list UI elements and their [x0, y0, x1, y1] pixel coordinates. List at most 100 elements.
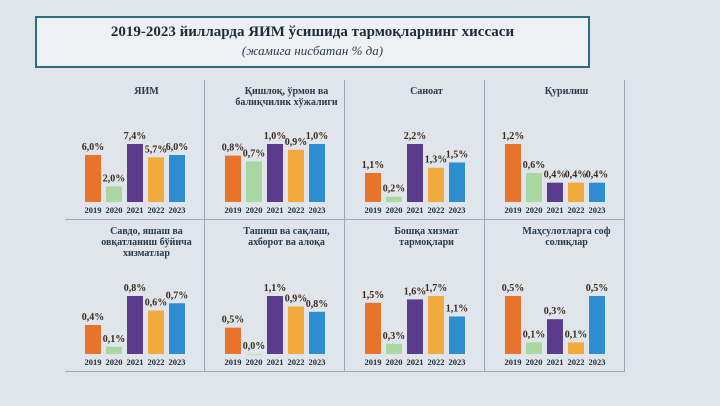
- bar: [589, 182, 605, 202]
- bar: [386, 196, 402, 202]
- x-tick-label: 2022: [428, 205, 445, 215]
- bar: [309, 311, 325, 354]
- bar: [407, 144, 423, 202]
- value-label: 0,4%: [565, 170, 588, 181]
- x-tick-label: 2022: [288, 205, 305, 215]
- x-tick-label: 2023: [309, 205, 326, 215]
- subtitle: (жамига нисбатан % да): [241, 43, 384, 58]
- value-label: 0,5%: [222, 315, 245, 326]
- value-label: 0,8%: [306, 299, 329, 310]
- value-label: 2,2%: [404, 131, 427, 142]
- x-tick-label: 2019: [225, 357, 242, 367]
- bar: [547, 319, 563, 354]
- value-label: 0,2%: [383, 184, 406, 195]
- value-label: 0,4%: [82, 312, 105, 323]
- bar: [365, 173, 381, 202]
- x-tick-label: 2023: [449, 357, 466, 367]
- panel-chart: 0,4% 2019 0,1% 2020 0,8% 2021 0,6% 2022 0,7% 2023: [82, 283, 189, 367]
- x-tick-label: 2019: [365, 205, 382, 215]
- chart-panel: Қишлоқ, ўрмон ва балиқчилик хўжалиги 0,8%…: [205, 80, 345, 220]
- panel-chart: 1,5% 2019 0,3% 2020 1,6% 2021 1,7% 2022 1,1% 2023: [362, 283, 469, 367]
- bar: [568, 182, 584, 202]
- x-tick-label: 2021: [127, 357, 144, 367]
- bar: [127, 296, 143, 354]
- x-tick-label: 2021: [547, 205, 564, 215]
- x-tick-label: 2020: [106, 205, 123, 215]
- value-label: 0,0%: [243, 341, 266, 352]
- panel-chart: 1,2% 2019 0,6% 2020 0,4% 2021 0,4% 2022 0,4% 2023: [502, 131, 609, 215]
- bar: [246, 354, 262, 355]
- x-tick-label: 2023: [449, 205, 466, 215]
- x-tick-label: 2023: [169, 205, 186, 215]
- value-label: 1,1%: [446, 303, 469, 314]
- bar: [449, 316, 465, 354]
- value-label: 0,4%: [586, 170, 609, 181]
- value-label: 0,6%: [145, 298, 168, 309]
- x-tick-label: 2020: [386, 357, 403, 367]
- value-label: 1,2%: [502, 131, 525, 142]
- bar: [428, 167, 444, 202]
- title-box: 2019-2023 йилларда ЯИМ ўсишида тармоқлар…: [35, 16, 590, 68]
- bar: [225, 155, 241, 202]
- bar: [547, 182, 563, 202]
- x-tick-label: 2019: [505, 205, 522, 215]
- panel-title: Савдо, яшаш ва овқатланиш бўйича хизматл…: [101, 226, 192, 259]
- bar: [288, 149, 304, 202]
- x-tick-label: 2023: [589, 205, 606, 215]
- bar: [106, 186, 122, 202]
- x-tick-label: 2021: [267, 205, 284, 215]
- chart-panel: Савдо, яшаш ва овқатланиш бўйича хизматл…: [65, 220, 205, 372]
- value-label: 0,1%: [565, 329, 588, 340]
- value-label: 0,9%: [285, 294, 308, 305]
- panel-chart: 0,5% 2019 0,1% 2020 0,3% 2021 0,1% 2022 0,5% 2023: [502, 283, 609, 367]
- x-tick-label: 2019: [85, 205, 102, 215]
- value-label: 1,3%: [425, 155, 448, 166]
- value-label: 0,3%: [383, 331, 406, 342]
- bar: [85, 325, 101, 354]
- x-tick-label: 2021: [407, 205, 424, 215]
- bar: [568, 342, 584, 354]
- x-tick-label: 2019: [85, 357, 102, 367]
- value-label: 2,0%: [103, 173, 126, 184]
- x-tick-label: 2022: [148, 357, 165, 367]
- value-label: 0,9%: [285, 137, 308, 148]
- bar: [148, 157, 164, 202]
- x-tick-label: 2022: [148, 205, 165, 215]
- bar: [267, 296, 283, 354]
- x-tick-label: 2021: [407, 357, 424, 367]
- panel-title: Ташиш ва сақлаш, ахборот ва алоқа: [243, 226, 330, 248]
- chart-panel: Саноат 1,1% 2019 0,2% 2020 2,2% 2021 1,3% 2022 1,…: [345, 80, 485, 220]
- x-tick-label: 2021: [267, 357, 284, 367]
- panel-title: Маҳсулотларга соф солиқлар: [522, 226, 611, 248]
- value-label: 0,6%: [523, 160, 546, 171]
- panel-title: Қишлоқ, ўрмон ва балиқчилик хўжалиги: [235, 86, 338, 108]
- value-label: 1,7%: [425, 283, 448, 294]
- x-tick-label: 2021: [547, 357, 564, 367]
- bar: [309, 144, 325, 202]
- panel-grid: ЯИМ 6,0% 2019 2,0% 2020 7,4% 2021 5,7% 2022 6,0% 2…: [65, 80, 625, 372]
- x-tick-label: 2019: [365, 357, 382, 367]
- chart-panel: Бошқа хизмат тармоқлари 1,5% 2019 0,3% 2020 1…: [345, 220, 485, 372]
- bar: [365, 302, 381, 354]
- bar: [505, 144, 521, 202]
- value-label: 6,0%: [82, 142, 105, 153]
- chart-panel: Маҳсулотларга соф солиқлар 0,5% 2019 0,1% 20…: [485, 220, 625, 372]
- panel-title: ЯИМ: [134, 86, 159, 97]
- value-label: 1,6%: [404, 286, 427, 297]
- bar: [505, 296, 521, 354]
- x-tick-label: 2020: [386, 205, 403, 215]
- bar: [267, 144, 283, 202]
- x-tick-label: 2022: [568, 357, 585, 367]
- panel-title: Қурилиш: [544, 86, 589, 97]
- x-tick-label: 2019: [225, 205, 242, 215]
- title: 2019-2023 йилларда ЯИМ ўсишида тармоқлар…: [110, 24, 515, 40]
- bar: [127, 144, 143, 202]
- value-label: 5,7%: [145, 144, 168, 155]
- bar: [288, 306, 304, 354]
- value-label: 1,5%: [446, 149, 469, 160]
- value-label: 0,8%: [222, 143, 245, 154]
- value-label: 1,0%: [264, 131, 287, 142]
- bar: [407, 299, 423, 354]
